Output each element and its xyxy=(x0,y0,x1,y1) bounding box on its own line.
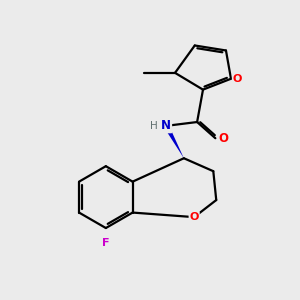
Text: H: H xyxy=(150,121,158,131)
Text: N: N xyxy=(161,119,171,132)
Text: O: O xyxy=(233,74,242,84)
Polygon shape xyxy=(164,124,184,158)
Text: F: F xyxy=(102,238,110,248)
Text: O: O xyxy=(190,212,199,222)
Text: O: O xyxy=(219,132,229,145)
